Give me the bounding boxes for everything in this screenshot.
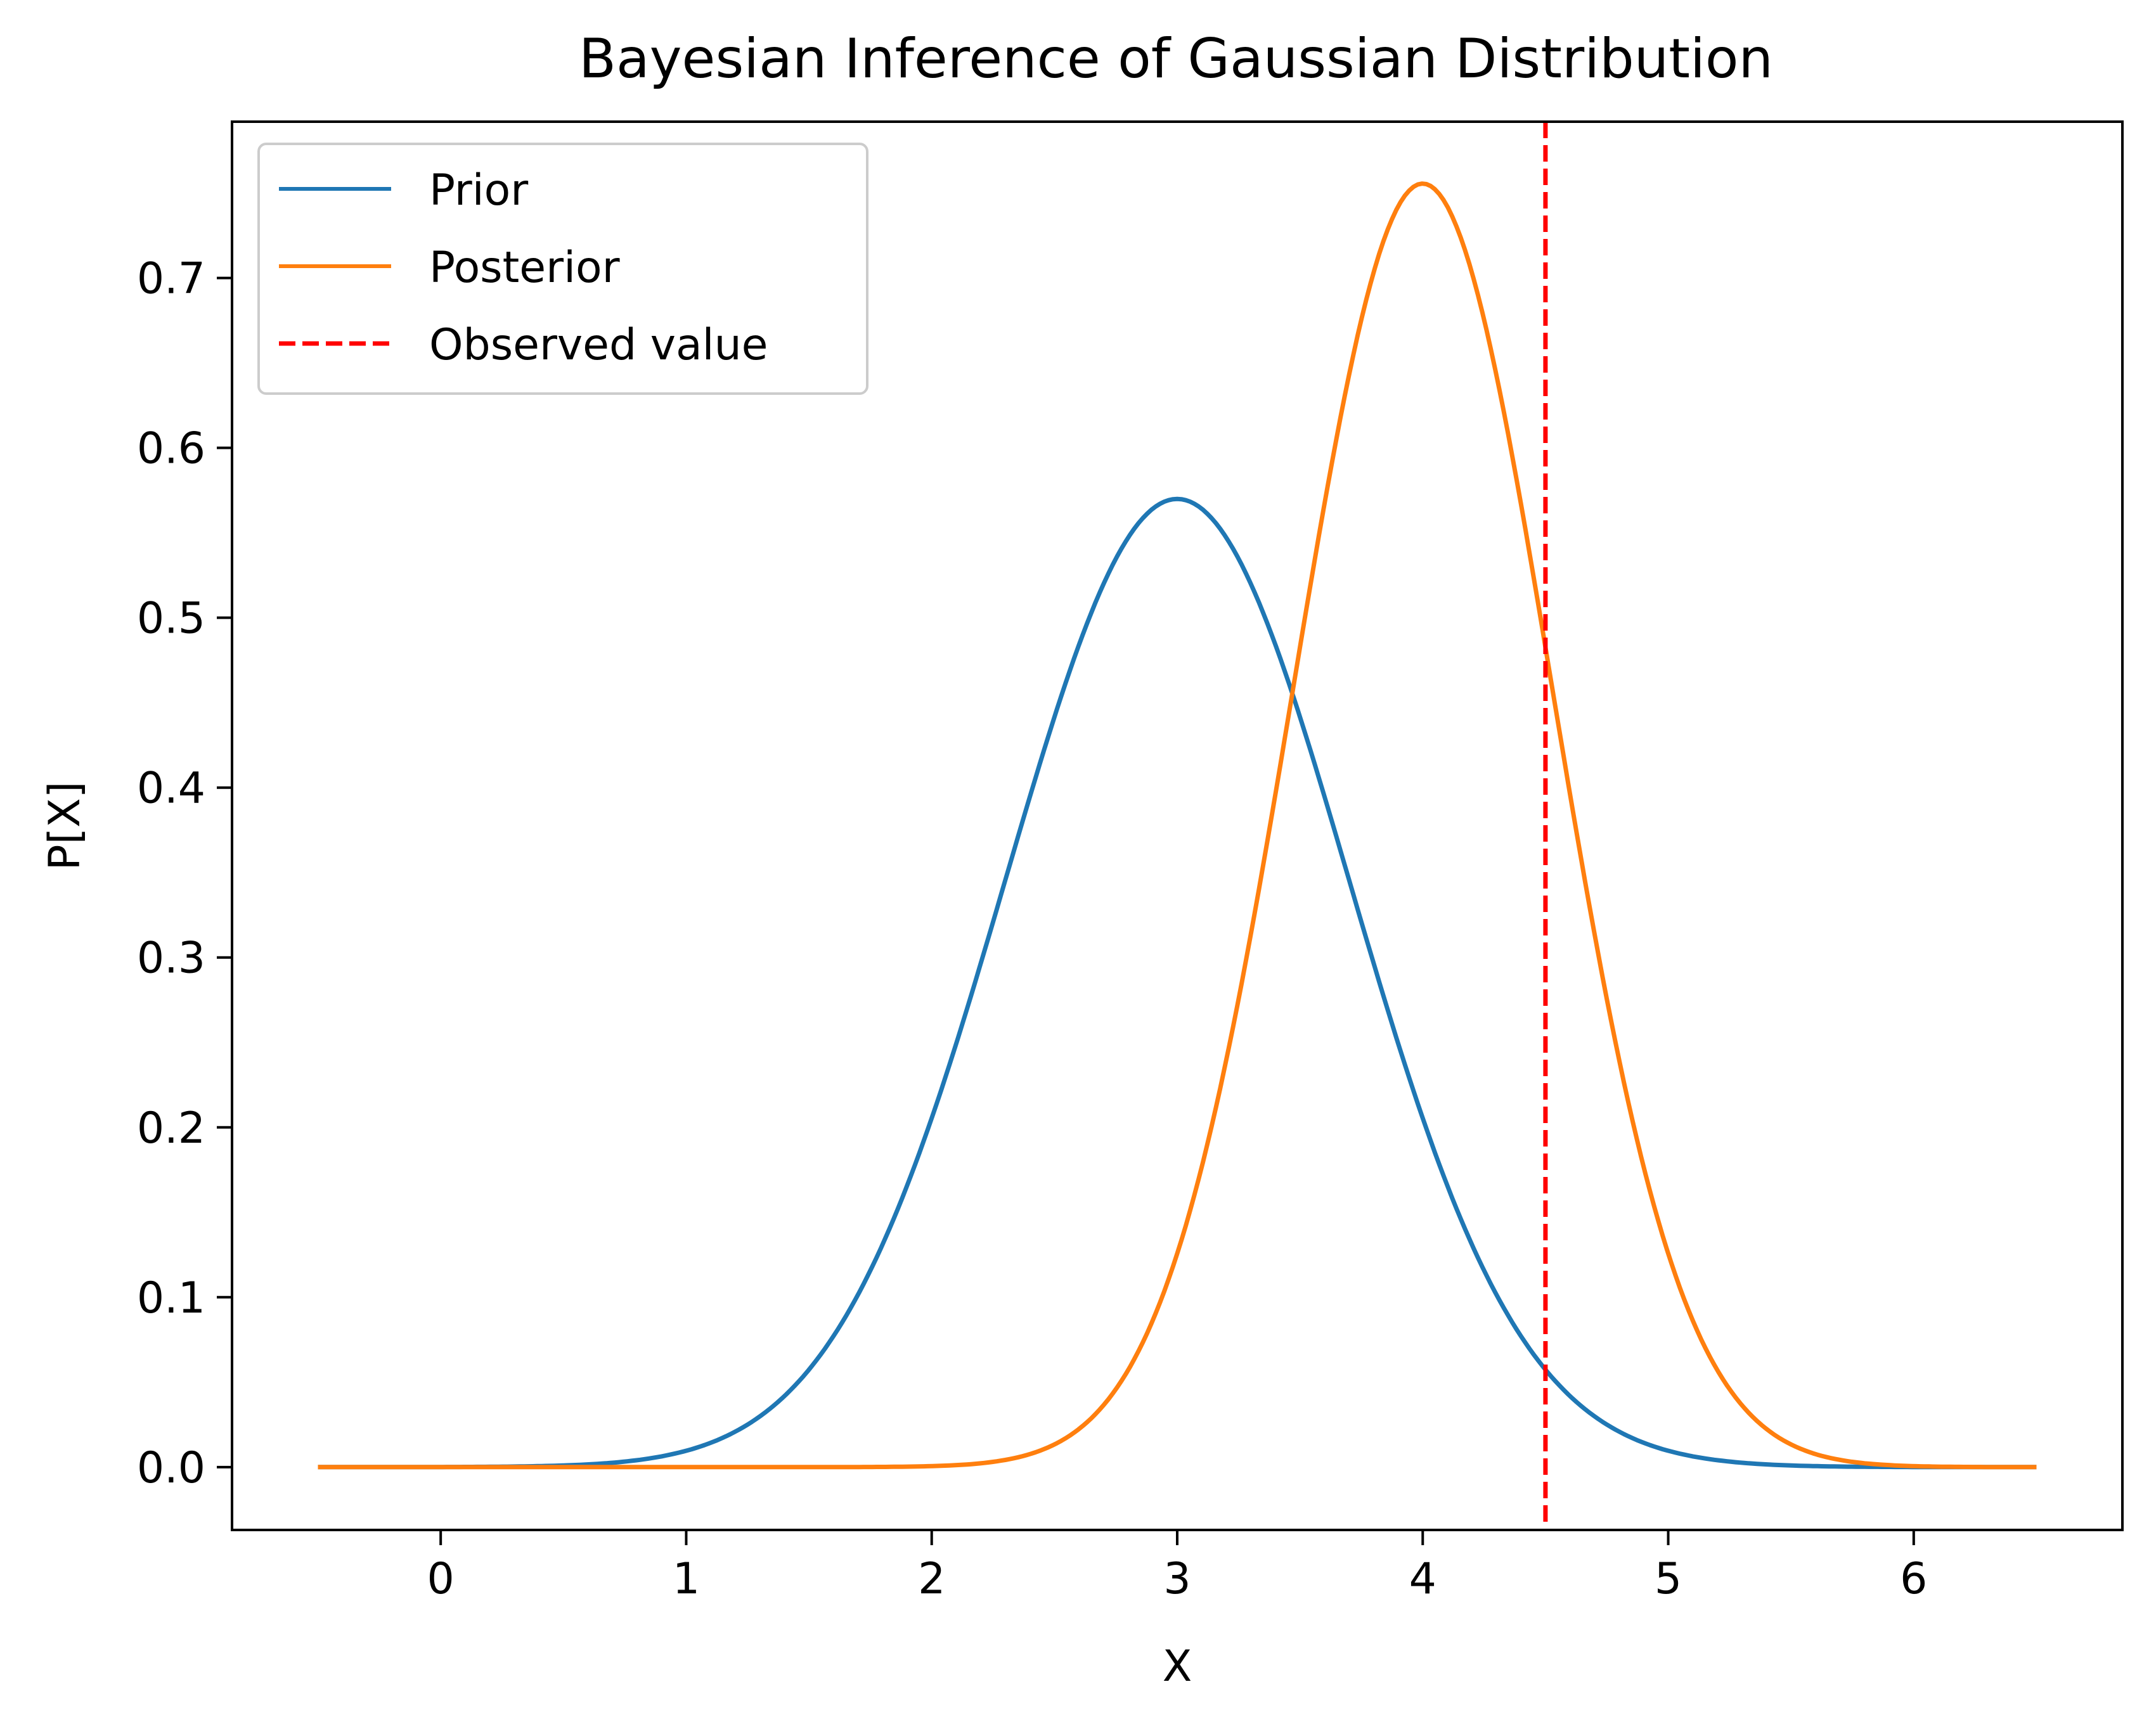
x-axis-label: X xyxy=(1163,1642,1192,1692)
y-tick-label: 0.0 xyxy=(137,1443,205,1493)
series-line-posterior xyxy=(318,181,2037,1470)
x-tick-label: 3 xyxy=(1163,1554,1191,1604)
y-tick-label: 0.2 xyxy=(137,1103,205,1153)
x-tick-label: 2 xyxy=(918,1554,945,1604)
y-axis-label: P[X] xyxy=(40,781,90,871)
legend-label-prior: Prior xyxy=(429,165,528,215)
y-tick-label: 0.3 xyxy=(137,934,205,984)
y-tick-label: 0.6 xyxy=(137,424,205,474)
x-axis-ticks: 0 1 2 3 4 5 6 xyxy=(427,1530,1927,1604)
x-tick-label: 6 xyxy=(1900,1554,1927,1604)
axes-frame xyxy=(231,120,2124,1531)
x-tick-label: 5 xyxy=(1655,1554,1682,1604)
legend-box xyxy=(257,143,868,395)
legend-label-posterior: Posterior xyxy=(429,243,620,293)
y-tick-label: 0.7 xyxy=(137,254,205,304)
series-line-prior xyxy=(318,496,2037,1470)
x-tick-label: 0 xyxy=(427,1554,455,1604)
legend-label-observed-value: Observed value xyxy=(429,320,768,370)
y-axis-ticks: 0.0 0.1 0.2 0.3 0.4 0.5 0.6 0.7 xyxy=(137,254,232,1493)
chart-title: Bayesian Inference of Gaussian Distribut… xyxy=(579,27,1773,91)
legend: Prior Posterior Observed value xyxy=(257,143,868,395)
plot-area xyxy=(318,122,2037,1530)
y-tick-label: 0.4 xyxy=(137,764,205,814)
y-tick-label: 0.5 xyxy=(137,594,205,644)
y-tick-label: 0.1 xyxy=(137,1273,205,1323)
x-tick-label: 4 xyxy=(1409,1554,1436,1604)
x-tick-label: 1 xyxy=(673,1554,700,1604)
